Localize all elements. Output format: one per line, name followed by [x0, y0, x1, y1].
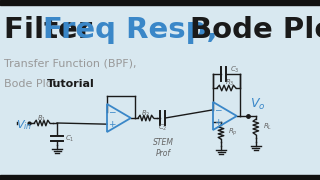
Text: $V_{in}$: $V_{in}$	[16, 118, 32, 132]
Text: Transfer Function (BPF),: Transfer Function (BPF),	[4, 59, 136, 69]
Text: Bode Plot: Bode Plot	[4, 79, 60, 89]
Text: −: −	[214, 105, 222, 114]
Text: +: +	[108, 120, 116, 129]
Text: $R_1$: $R_1$	[37, 113, 47, 124]
Bar	[0, 175, 320, 180]
Text: $C_2$: $C_2$	[158, 123, 168, 133]
Text: $R_p$: $R_p$	[228, 126, 238, 138]
Text: $R_2$: $R_2$	[141, 108, 150, 119]
Bar	[0, 0, 320, 5]
Text: −: −	[108, 107, 116, 116]
Text: $V_o$: $V_o$	[250, 96, 265, 112]
Text: $R_3$: $R_3$	[225, 78, 235, 88]
Text: STEM
Prof: STEM Prof	[153, 138, 173, 158]
Text: Bode Plot: Bode Plot	[190, 16, 320, 44]
Text: $C_1$: $C_1$	[65, 134, 75, 144]
Text: Tutorial: Tutorial	[47, 79, 95, 89]
Text: $C_3$: $C_3$	[230, 65, 240, 75]
Text: Filter: Filter	[4, 16, 102, 44]
Text: +: +	[214, 118, 222, 127]
Text: $R_L$: $R_L$	[263, 122, 272, 132]
Text: Freq Resp,: Freq Resp,	[43, 16, 218, 44]
